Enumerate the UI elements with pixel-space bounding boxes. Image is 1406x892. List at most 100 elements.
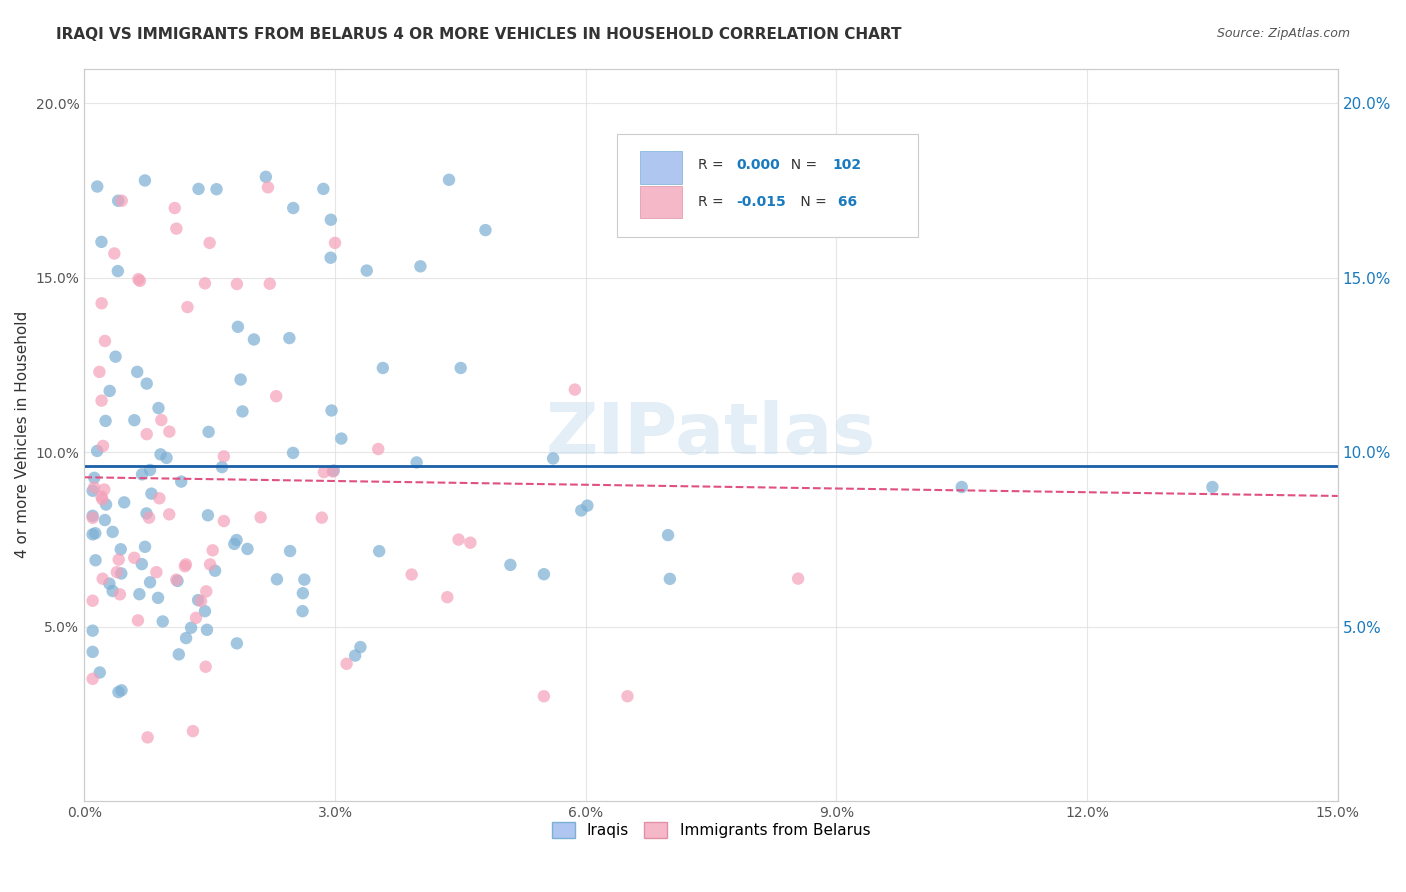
Point (436, 591, 458, 605)
Point (409, 260, 432, 274)
Point (138, 510, 160, 524)
Point (94, 498, 117, 512)
Point (236, 541, 259, 556)
Point (254, 169, 277, 184)
Point (141, 486, 163, 500)
Point (616, 690, 638, 704)
Point (197, 508, 219, 523)
Point (330, 432, 353, 446)
Point (103, 246, 125, 260)
Point (226, 319, 249, 334)
Point (174, 559, 197, 574)
Point (312, 465, 335, 479)
Point (174, 558, 197, 572)
Point (86, 179, 108, 194)
Point (101, 524, 124, 539)
Point (356, 263, 378, 277)
FancyBboxPatch shape (640, 186, 682, 218)
Point (198, 558, 221, 572)
Text: ZIPatlas: ZIPatlas (546, 401, 876, 469)
Point (224, 537, 246, 551)
Point (319, 251, 342, 265)
Point (136, 731, 159, 745)
Text: -0.015: -0.015 (737, 194, 786, 209)
Point (94, 334, 117, 348)
Point (105, 565, 128, 579)
Point (82, 672, 104, 686)
Point (319, 212, 342, 227)
Point (225, 533, 247, 547)
Point (266, 572, 288, 586)
Point (110, 566, 132, 581)
Point (131, 557, 153, 571)
Point (124, 413, 146, 427)
Point (91, 572, 114, 586)
Point (322, 464, 344, 478)
Point (82, 645, 104, 659)
Point (82, 483, 104, 498)
Point (787, 572, 810, 586)
Point (131, 467, 153, 482)
Point (101, 584, 124, 599)
Point (198, 235, 221, 250)
Text: 66: 66 (832, 194, 856, 209)
Point (170, 475, 193, 489)
Point (576, 499, 599, 513)
Point (190, 594, 212, 608)
Point (291, 586, 314, 600)
Point (259, 277, 281, 291)
Text: 0.000: 0.000 (737, 158, 780, 172)
Point (657, 528, 679, 542)
Point (86, 444, 108, 458)
Point (163, 201, 186, 215)
Point (797, 173, 820, 187)
Point (311, 510, 333, 524)
Point (107, 552, 129, 566)
Point (499, 558, 522, 572)
Point (336, 657, 359, 671)
Point (195, 584, 218, 599)
Point (264, 389, 287, 403)
Point (533, 567, 555, 582)
Point (322, 465, 344, 479)
Point (181, 724, 204, 739)
Point (447, 533, 470, 547)
Point (82, 508, 104, 523)
Point (229, 373, 252, 387)
Point (135, 376, 157, 391)
Point (98, 384, 121, 398)
Point (104, 350, 127, 364)
Point (187, 593, 209, 607)
Point (111, 194, 134, 208)
Point (212, 514, 235, 528)
Point (226, 277, 249, 291)
Point (135, 507, 157, 521)
Point (371, 361, 394, 376)
Point (243, 333, 266, 347)
Point (401, 567, 423, 582)
Point (128, 587, 150, 601)
Point (283, 201, 305, 215)
Point (107, 264, 129, 278)
Point (134, 173, 156, 187)
Point (205, 182, 228, 196)
Point (134, 540, 156, 554)
Point (460, 535, 482, 549)
Point (323, 235, 346, 250)
Point (90, 235, 112, 249)
Point (89, 365, 111, 379)
Point (474, 223, 496, 237)
Point (91, 439, 114, 453)
Point (135, 427, 157, 442)
Text: Source: ZipAtlas.com: Source: ZipAtlas.com (1216, 27, 1350, 40)
Point (450, 361, 472, 376)
Text: R =: R = (699, 158, 728, 172)
Point (94, 414, 117, 428)
Point (94, 513, 117, 527)
Point (166, 574, 188, 588)
Point (658, 572, 681, 586)
Point (564, 383, 586, 397)
Point (145, 565, 167, 579)
Point (291, 604, 314, 618)
Point (112, 495, 135, 509)
